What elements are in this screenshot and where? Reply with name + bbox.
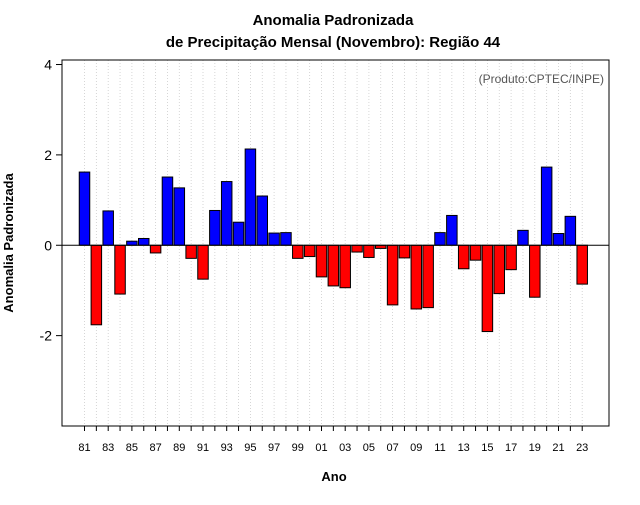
bar — [351, 244, 363, 253]
bar — [339, 244, 351, 289]
bar — [138, 237, 150, 246]
x-axis-label: Ano — [321, 469, 346, 484]
bar — [363, 244, 375, 258]
bar — [185, 244, 197, 259]
bar — [102, 210, 114, 246]
x-tick-label: 95 — [244, 442, 256, 454]
plot-frame — [61, 59, 610, 427]
bar — [410, 244, 423, 310]
x-tick-label: 23 — [576, 442, 588, 454]
x-tick-label: 91 — [197, 442, 209, 454]
bar — [422, 244, 434, 309]
bar — [469, 244, 482, 261]
bar — [126, 240, 138, 246]
bar — [280, 232, 292, 246]
bar — [268, 232, 280, 246]
chart-subtitle: de Precipitação Mensal (Novembro): Regiã… — [166, 34, 501, 51]
y-tick-label: -2 — [40, 328, 53, 344]
bar — [398, 244, 411, 259]
bars-layer — [78, 148, 588, 333]
bar — [540, 166, 553, 246]
x-tick-label: 81 — [78, 442, 90, 454]
x-tick-label: 05 — [363, 442, 375, 454]
source-annotation: (Produto:CPTEC/INPE) — [479, 72, 604, 86]
x-tick-label: 13 — [458, 442, 470, 454]
x-tick-label: 93 — [221, 442, 233, 454]
bar — [564, 215, 577, 246]
y-tick-label: 4 — [44, 57, 52, 73]
x-tick-label: 89 — [173, 442, 185, 454]
bar — [552, 233, 565, 246]
bar — [529, 244, 541, 298]
bar — [149, 244, 162, 254]
bar — [493, 244, 505, 295]
bar — [576, 244, 588, 285]
bar — [114, 244, 126, 295]
x-tick-label: 15 — [481, 442, 493, 454]
grid-layer — [84, 60, 583, 426]
x-tick-label: 11 — [434, 442, 445, 454]
chart-title: Anomalia Padronizada — [253, 12, 415, 29]
x-tick-label: 83 — [102, 442, 114, 454]
x-tick-label: 07 — [386, 442, 398, 454]
y-axis-label: Anomalia Padronizada — [1, 173, 16, 313]
bar — [256, 195, 268, 246]
bar — [220, 181, 233, 246]
bar — [386, 244, 399, 306]
bar — [446, 214, 458, 246]
x-tick-label: 01 — [315, 442, 327, 454]
bar — [292, 244, 304, 259]
bar — [434, 232, 446, 246]
bar — [481, 244, 494, 333]
x-tick-label: 19 — [529, 442, 541, 454]
bar — [457, 244, 470, 270]
bar — [505, 244, 517, 271]
bar — [197, 244, 209, 280]
y-tick-label: 2 — [44, 147, 52, 163]
bar — [232, 221, 245, 246]
x-tick-label: 09 — [410, 442, 422, 454]
axes-layer: -2 0 2 4 81 83 85 87 89 91 93 95 97 99 01 03 05 07 09 11 13 1… — [40, 57, 610, 454]
bar — [303, 244, 316, 258]
x-tick-label: 99 — [292, 442, 304, 454]
bar — [161, 176, 174, 246]
bar — [327, 244, 340, 287]
x-tick-label: 21 — [552, 442, 564, 454]
bar — [244, 148, 257, 246]
x-tick-label: 03 — [339, 442, 351, 454]
x-tick-label: 97 — [268, 442, 280, 454]
y-tick-label: 0 — [44, 237, 52, 253]
bar — [209, 209, 221, 246]
bar — [173, 187, 186, 246]
bar — [90, 244, 103, 326]
bar — [315, 244, 328, 278]
x-tick-label: 87 — [149, 442, 161, 454]
bar — [78, 171, 91, 246]
x-tick-label: 85 — [126, 442, 138, 454]
bar — [517, 229, 529, 246]
x-tick-label: 17 — [505, 442, 517, 454]
